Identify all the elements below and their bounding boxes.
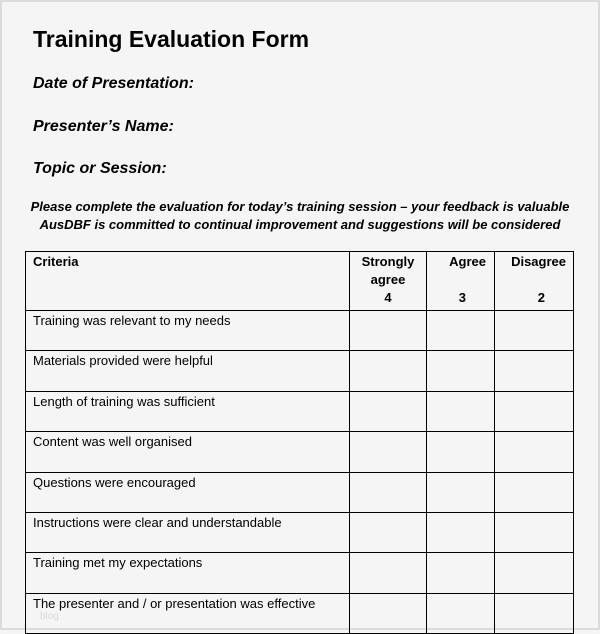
disagree-cell[interactable]	[494, 431, 574, 473]
agree-cell[interactable]	[426, 309, 495, 352]
table-row: Instructions were clear and understandab…	[25, 511, 574, 554]
agree-header: Agree 3	[426, 251, 495, 311]
watermark: blog	[40, 610, 59, 622]
criteria-cell: Length of training was sufficient	[25, 390, 350, 433]
criteria-text: The presenter and / or presentation was …	[33, 595, 316, 611]
strongly-agree-cell[interactable]	[349, 511, 427, 554]
presenter-name-label: Presenter’s Name:	[33, 118, 174, 135]
evaluation-table: Criteria Strongly agree 4 Agree 3 Disagree…	[25, 251, 574, 634]
intro-line-1: Please complete the evaluation for today…	[30, 199, 570, 214]
table-row: Length of training was sufficient	[25, 390, 574, 433]
strongly-agree-score: 4	[384, 290, 392, 305]
criteria-header: Criteria	[25, 251, 350, 311]
page-title: Training Evaluation Form	[33, 26, 310, 52]
table-row: Questions were encouraged	[25, 471, 574, 513]
strongly-agree-header: Strongly agree 4	[349, 251, 427, 311]
table-row: Training was relevant to my needs	[25, 309, 574, 352]
disagree-cell[interactable]	[494, 552, 574, 594]
agree-cell[interactable]	[426, 350, 495, 392]
table-row: Materials provided were helpful	[25, 350, 574, 392]
agree-cell[interactable]	[426, 552, 495, 594]
agree-score: 3	[458, 290, 466, 305]
strongly-agree-cell[interactable]	[349, 592, 427, 634]
strongly-agree-cell[interactable]	[349, 309, 427, 352]
strongly-agree-cell[interactable]	[349, 471, 427, 513]
strongly-agree-cell[interactable]	[349, 552, 427, 594]
criteria-text: Instructions were clear and understandab…	[33, 514, 282, 530]
criteria-cell: The presenter and / or presentation was …	[25, 592, 350, 634]
strongly-agree-cell[interactable]	[349, 350, 427, 392]
agree-cell[interactable]	[426, 471, 495, 513]
criteria-cell: Instructions were clear and understandab…	[25, 511, 350, 554]
disagree-header: Disagree 2	[494, 251, 574, 311]
criteria-text: Questions were encouraged	[33, 474, 196, 490]
agree-cell[interactable]	[426, 431, 495, 473]
strongly-agree-label: Strongly agree	[361, 254, 415, 287]
table-row: Training met my expectations	[25, 552, 574, 594]
disagree-cell[interactable]	[494, 390, 574, 433]
disagree-label: Disagree	[511, 254, 566, 269]
criteria-cell: Training met my expectations	[25, 552, 350, 594]
disagree-cell[interactable]	[494, 309, 574, 352]
criteria-text: Content was well organised	[33, 434, 192, 450]
table-row: Content was well organised	[25, 431, 574, 473]
agree-label: Agree	[449, 254, 486, 269]
criteria-cell: Content was well organised	[25, 431, 350, 473]
agree-cell[interactable]	[426, 592, 495, 634]
criteria-text: Materials provided were helpful	[33, 353, 213, 369]
criteria-cell: Training was relevant to my needs	[25, 309, 350, 352]
criteria-text: Length of training was sufficient	[33, 393, 215, 409]
agree-cell[interactable]	[426, 390, 495, 433]
disagree-cell[interactable]	[494, 471, 574, 513]
criteria-text: Training met my expectations	[33, 555, 203, 571]
criteria-text: Training was relevant to my needs	[33, 313, 231, 328]
disagree-cell[interactable]	[494, 511, 574, 554]
agree-cell[interactable]	[426, 511, 495, 554]
header-row: Criteria Strongly agree 4 Agree 3 Disagree…	[25, 251, 574, 311]
topic-label: Topic or Session:	[33, 160, 167, 177]
disagree-cell[interactable]	[494, 592, 574, 634]
table-row: The presenter and / or presentation was …	[25, 592, 574, 634]
criteria-cell: Questions were encouraged	[25, 471, 350, 513]
strongly-agree-cell[interactable]	[349, 390, 427, 433]
disagree-score: 2	[537, 290, 545, 305]
strongly-agree-cell[interactable]	[349, 431, 427, 473]
disagree-cell[interactable]	[494, 350, 574, 392]
intro-line-2: AusDBF is committed to continual improve…	[39, 217, 561, 232]
criteria-cell: Materials provided were helpful	[25, 350, 350, 392]
date-of-presentation-label: Date of Presentation:	[33, 75, 194, 92]
